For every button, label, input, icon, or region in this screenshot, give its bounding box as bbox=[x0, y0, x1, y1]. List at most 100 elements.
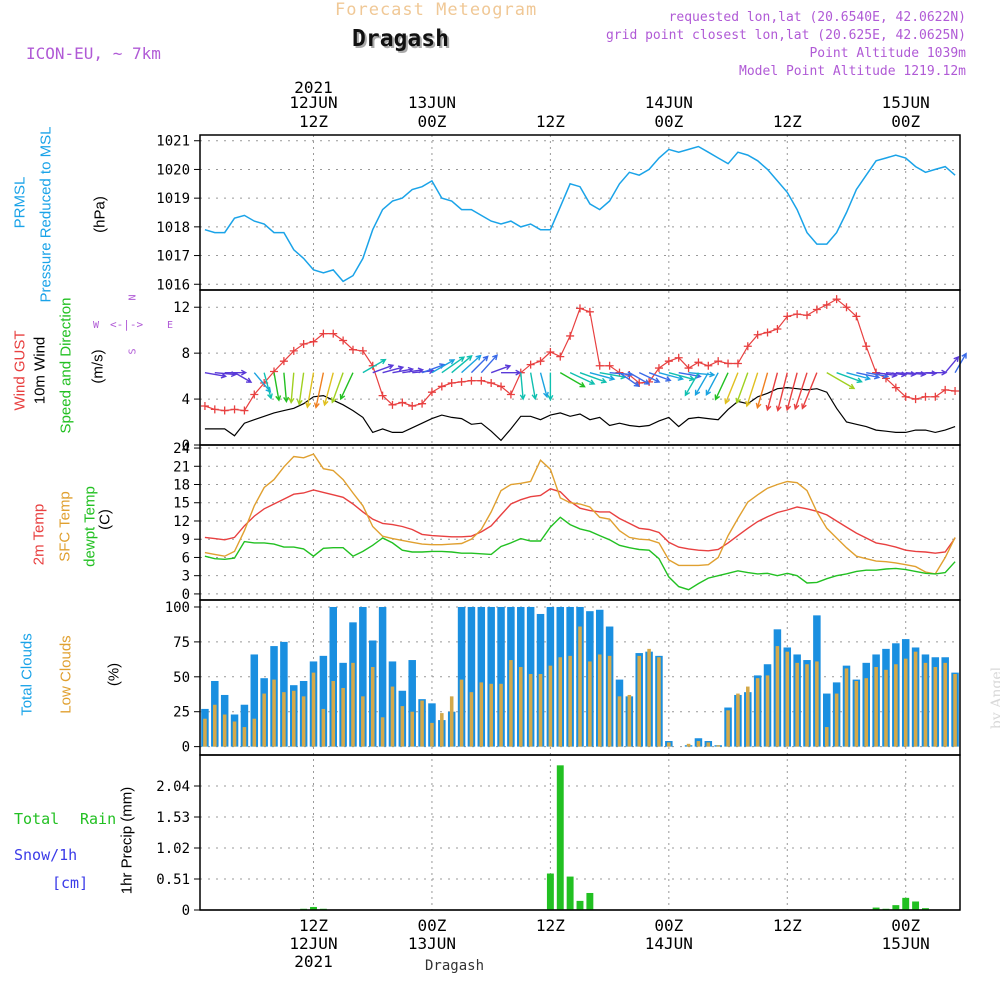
y-tick-label: 15 bbox=[173, 496, 190, 512]
gust-marker bbox=[605, 361, 614, 370]
low-cloud-bar bbox=[578, 626, 582, 747]
wind-direction-arrow bbox=[519, 372, 526, 401]
low-cloud-bar bbox=[459, 679, 464, 747]
low-cloud-bar bbox=[667, 742, 671, 747]
low-cloud-bar bbox=[736, 693, 740, 747]
gust-marker bbox=[773, 325, 782, 334]
y-tick-label: 0 bbox=[182, 903, 190, 919]
y-tick-label: 24 bbox=[173, 441, 190, 457]
gust-marker bbox=[230, 405, 239, 414]
gust-marker bbox=[931, 392, 940, 401]
wind-direction-arrow bbox=[944, 355, 960, 374]
y-tick-label: 75 bbox=[173, 635, 190, 651]
low-cloud-bar bbox=[943, 662, 947, 747]
low-cloud-bar bbox=[588, 661, 592, 747]
low-cloud-bar bbox=[824, 727, 829, 747]
wind-direction-arrow bbox=[283, 372, 290, 404]
gust-marker bbox=[467, 376, 476, 385]
low-cloud-bar bbox=[548, 665, 553, 747]
y-tick-label: 25 bbox=[173, 705, 190, 721]
rain-bar bbox=[892, 905, 900, 910]
wind-direction-arrow bbox=[629, 372, 651, 385]
precip-rain-label: Rain bbox=[80, 810, 117, 828]
gust-marker bbox=[398, 398, 407, 407]
low-cloud-bar bbox=[716, 745, 720, 747]
rain-bar bbox=[586, 892, 594, 910]
gust-marker bbox=[378, 391, 387, 400]
y-tick-label: 6 bbox=[182, 550, 190, 566]
gust-marker bbox=[240, 406, 249, 415]
wind-direction-arrow bbox=[305, 372, 315, 409]
low-cloud-bar bbox=[430, 722, 434, 747]
gust-marker bbox=[654, 364, 663, 373]
bottom-time-label: 12Z bbox=[299, 916, 328, 935]
wind-direction-arrow bbox=[648, 372, 672, 382]
wind-direction-arrow bbox=[775, 372, 788, 412]
y-tick-label: 0 bbox=[182, 587, 190, 603]
wind-direction-arrow bbox=[490, 364, 512, 374]
bottom-time-label: 15JUN bbox=[882, 934, 930, 953]
gust-marker bbox=[506, 390, 515, 399]
rain-bar bbox=[556, 765, 564, 910]
panel-frame bbox=[199, 444, 961, 601]
y-tick-label: 21 bbox=[173, 459, 190, 475]
total-cloud-bar bbox=[497, 606, 505, 747]
snow-label: Snow/1h bbox=[14, 846, 78, 864]
low-cloud-bar bbox=[933, 667, 938, 747]
wind-direction-arrow bbox=[372, 363, 395, 374]
dewpt-line bbox=[204, 516, 956, 591]
low-cloud-bar bbox=[479, 682, 484, 747]
low-cloud-bar bbox=[420, 700, 424, 747]
low-cloud-bar bbox=[746, 686, 750, 747]
low-cloud-bar bbox=[726, 710, 730, 747]
wind-direction-arrow bbox=[705, 372, 719, 397]
gust-marker bbox=[418, 399, 427, 408]
low-cloud-bar bbox=[528, 674, 533, 747]
low-cloud-bar bbox=[489, 683, 493, 747]
y-tick-label: 0.51 bbox=[156, 872, 190, 888]
total-cloud-bar bbox=[359, 606, 367, 747]
y-tick-label: 1019 bbox=[156, 191, 190, 207]
bottom-time-label: 00Z bbox=[654, 916, 683, 935]
wind-direction-arrow bbox=[480, 354, 498, 374]
top-time-label: 13JUN bbox=[408, 93, 456, 112]
temp2m-line bbox=[204, 488, 956, 554]
low-cloud-bar bbox=[351, 662, 355, 747]
rain-bar bbox=[912, 901, 920, 910]
location-title: Dragash bbox=[352, 26, 449, 52]
rain-bar bbox=[902, 897, 910, 910]
gust-marker bbox=[684, 364, 693, 373]
gust-marker bbox=[852, 312, 861, 321]
wind-direction-arrow bbox=[253, 372, 272, 393]
wind-direction-arrow bbox=[735, 372, 749, 405]
low-cloud-bar bbox=[765, 675, 770, 747]
wind-direction-arrow bbox=[461, 354, 482, 374]
bottom-time-label: 12Z bbox=[773, 916, 802, 935]
low-cloud-bar bbox=[755, 678, 760, 747]
low-cloud-bar bbox=[884, 669, 888, 747]
wind-direction-arrow bbox=[322, 372, 334, 407]
gust-marker bbox=[674, 353, 683, 362]
wind-direction-arrow bbox=[382, 365, 405, 374]
compass-e: E bbox=[167, 320, 174, 331]
wind-direction-arrow bbox=[559, 372, 586, 388]
wind-direction-arrow bbox=[539, 372, 549, 399]
gust-marker bbox=[250, 390, 259, 399]
wind-direction-arrow bbox=[895, 371, 917, 378]
total-cloud-bar bbox=[467, 606, 476, 747]
low-cloud-bar bbox=[627, 694, 632, 747]
gust-marker bbox=[299, 339, 308, 348]
gust-marker bbox=[309, 337, 318, 346]
gust-marker bbox=[812, 305, 821, 314]
gust-marker bbox=[743, 342, 752, 351]
gust-marker bbox=[526, 360, 535, 369]
gust-marker bbox=[724, 359, 733, 368]
gust-marker bbox=[576, 304, 584, 313]
low-cloud-bar bbox=[775, 646, 780, 747]
y-tick-label: 1016 bbox=[156, 277, 190, 293]
low-cloud-bar bbox=[696, 741, 701, 747]
low-cloud-bar bbox=[291, 690, 296, 747]
gust-marker bbox=[694, 358, 703, 367]
low-cloud-bar bbox=[400, 706, 405, 747]
